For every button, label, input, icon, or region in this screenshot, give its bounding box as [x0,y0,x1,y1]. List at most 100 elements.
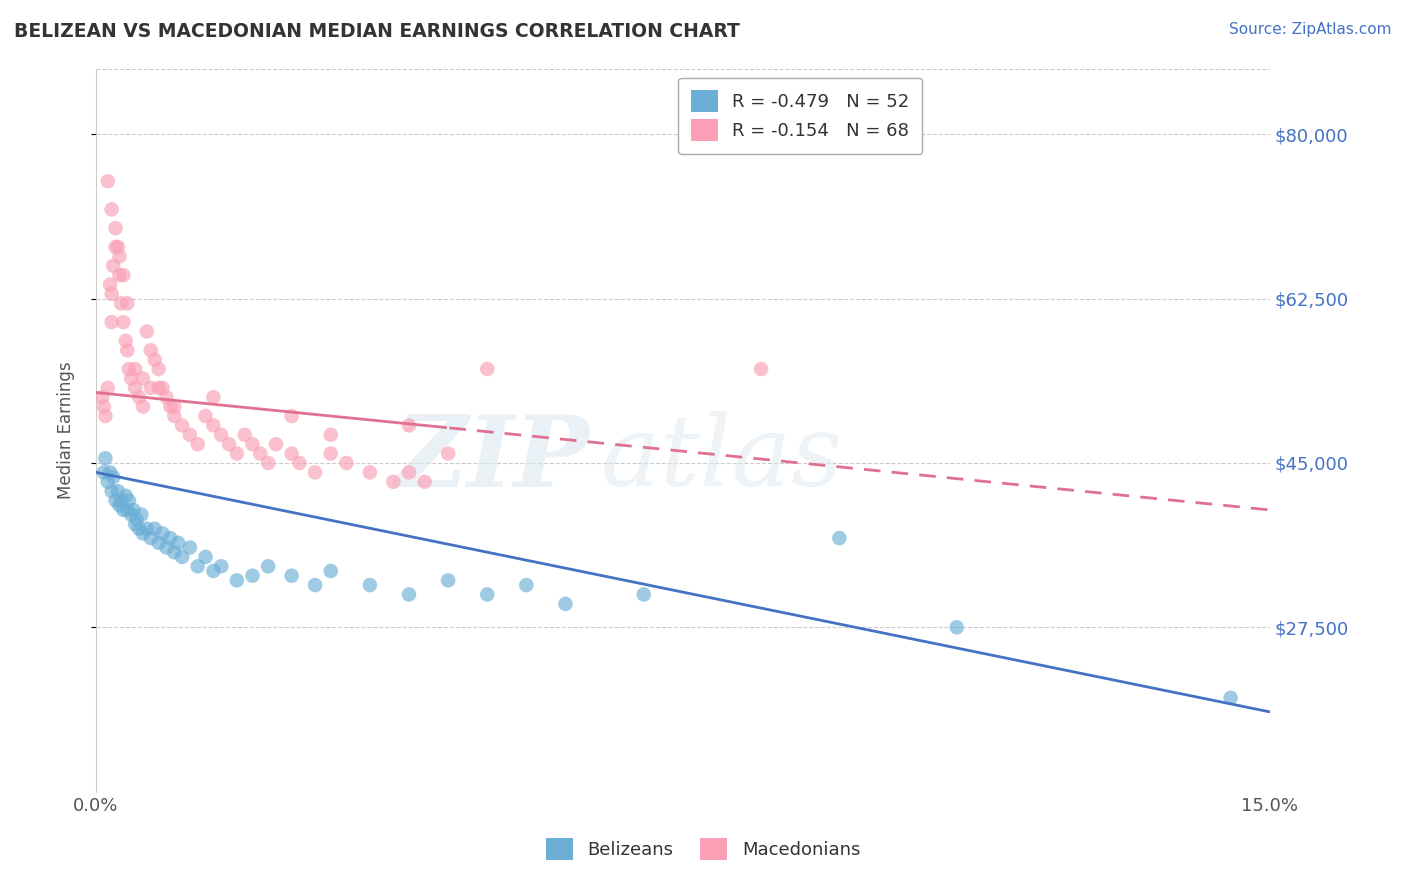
Point [319,447,342,461]
Y-axis label: Median Earnings: Median Earnings [58,361,75,499]
Point [148,362,170,376]
Point [100,202,122,217]
Point [437,574,460,588]
Point [100,287,122,301]
Point [118,493,141,508]
Legend: R = -0.479   N = 52, R = -0.154   N = 68: R = -0.479 N = 52, R = -0.154 N = 68 [678,78,922,154]
Point [132,400,155,414]
Point [97,174,120,188]
Point [93,400,115,414]
Point [209,559,232,574]
Point [122,503,145,517]
Point [280,409,302,423]
Point [218,437,240,451]
Point [100,315,122,329]
Point [117,503,139,517]
Point [202,564,225,578]
Point [107,240,129,254]
Point [94,451,117,466]
Point [280,447,302,461]
Point [257,456,280,470]
Point [93,466,115,480]
Point [398,587,420,601]
Point [139,343,162,358]
Point [179,427,201,442]
Point [209,427,232,442]
Point [304,466,326,480]
Point [194,409,217,423]
Point [437,447,460,461]
Point [945,620,967,634]
Point [112,268,135,282]
Point [413,475,436,489]
Point [148,536,170,550]
Point [132,371,155,385]
Point [304,578,326,592]
Point [128,390,150,404]
Point [172,549,194,564]
Point [131,508,153,522]
Point [108,268,131,282]
Point [477,587,499,601]
Point [110,296,132,310]
Point [155,390,177,404]
Point [382,475,405,489]
Point [167,536,190,550]
Point [97,475,120,489]
Point [117,343,139,358]
Point [91,390,114,404]
Point [163,409,186,423]
Point [124,516,146,531]
Point [359,578,381,592]
Point [120,371,142,385]
Point [120,508,142,522]
Point [128,522,150,536]
Point [477,362,499,376]
Point [103,470,125,484]
Text: Source: ZipAtlas.com: Source: ZipAtlas.com [1229,22,1392,37]
Point [124,362,146,376]
Point [152,526,174,541]
Point [554,597,576,611]
Point [125,512,148,526]
Point [132,526,155,541]
Point [202,418,225,433]
Point [242,568,264,582]
Point [98,466,121,480]
Point [94,409,117,423]
Point [828,531,851,545]
Point [148,381,170,395]
Text: ZIP: ZIP [394,411,589,508]
Point [172,418,194,433]
Point [633,587,655,601]
Point [152,381,174,395]
Point [124,381,146,395]
Point [202,390,225,404]
Point [359,466,381,480]
Point [163,545,186,559]
Point [143,522,166,536]
Point [139,381,162,395]
Text: BELIZEAN VS MACEDONIAN MEDIAN EARNINGS CORRELATION CHART: BELIZEAN VS MACEDONIAN MEDIAN EARNINGS C… [14,22,740,41]
Point [1219,690,1241,705]
Point [98,277,121,292]
Point [97,381,120,395]
Point [280,568,302,582]
Point [187,559,209,574]
Point [110,493,132,508]
Point [257,559,280,574]
Point [112,315,135,329]
Point [398,418,420,433]
Point [187,437,209,451]
Point [179,541,201,555]
Point [264,437,287,451]
Point [108,249,131,263]
Point [143,352,166,367]
Point [135,522,157,536]
Point [155,541,177,555]
Point [225,447,247,461]
Point [104,221,127,235]
Point [108,498,131,512]
Point [749,362,772,376]
Point [242,437,264,451]
